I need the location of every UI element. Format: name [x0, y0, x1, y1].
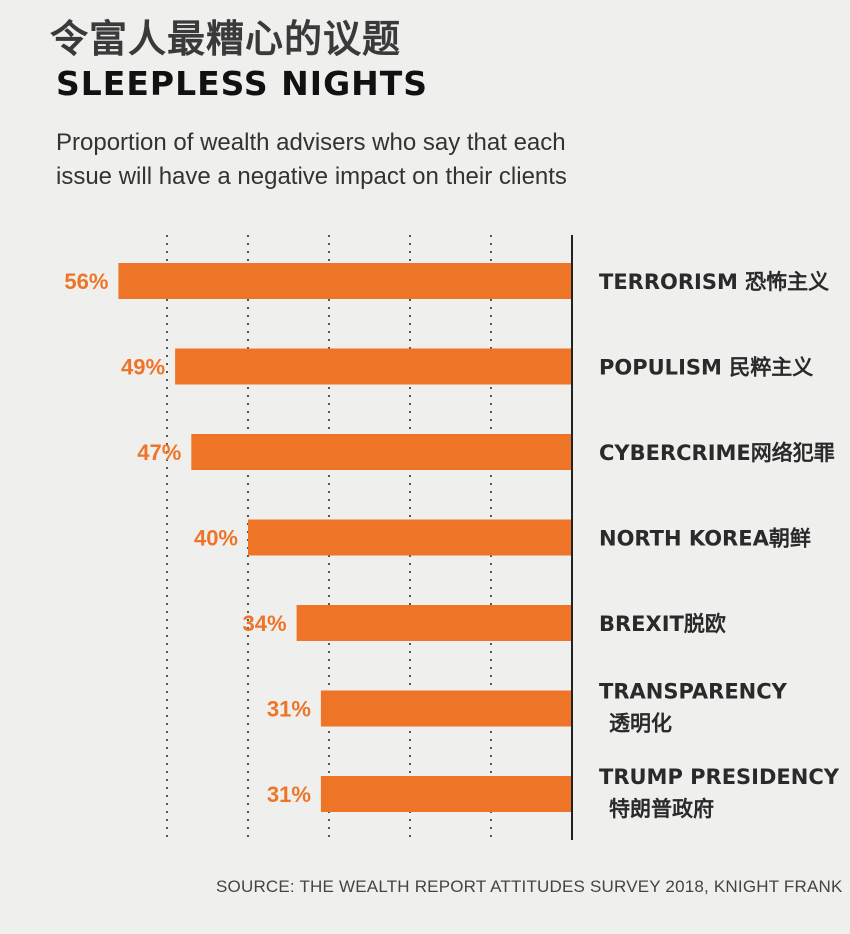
value-label-2: 47% [137, 440, 181, 465]
value-label-0: 56% [64, 269, 108, 294]
gridlines [166, 235, 492, 840]
bar-1 [175, 348, 572, 385]
bar-3 [248, 519, 572, 556]
category-label-5-line-0: TRANSPARENCY [599, 680, 788, 704]
value-label-3: 40% [194, 526, 238, 551]
bar-2 [191, 434, 573, 470]
chart-subtitle: Proportion of wealth advisers who say th… [56, 129, 567, 190]
category-label-6-line-1: 特朗普政府 [609, 797, 714, 821]
bar-0 [118, 263, 573, 299]
category-label-5-line-1: 透明化 [609, 712, 672, 736]
value-label-5: 31% [267, 697, 311, 722]
category-label-2: CYBERCRIME网络犯罪 [599, 441, 835, 465]
source-note: SOURCE: THE WEALTH REPORT ATTITUDES SURV… [216, 877, 843, 896]
category-label-1: POPULISM 民粹主义 [599, 356, 813, 380]
chart-title-chinese: 令富人最糟心的议题 [50, 17, 402, 61]
category-label-4: BREXIT脱欧 [599, 612, 726, 636]
bar-4 [296, 605, 572, 641]
category-label-6-line-0: TRUMP PRESIDENCY [599, 765, 840, 789]
bar-5 [320, 690, 572, 727]
bars [118, 263, 573, 812]
value-label-1: 49% [121, 355, 165, 380]
category-label-3: NORTH KOREA朝鲜 [599, 527, 811, 551]
category-label-0: TERRORISM 恐怖主义 [599, 270, 829, 294]
value-label-6: 31% [267, 782, 311, 807]
value-label-4: 34% [243, 611, 287, 636]
bar-chart: 56% TERRORISM 恐怖主义 49% POPULISM 民粹主义 47% CYBE… [64, 235, 840, 840]
chart-title: SLEEPLESS NIGHTS [56, 64, 429, 103]
bar-6 [320, 776, 572, 812]
labels: 56% TERRORISM 恐怖主义 49% POPULISM 民粹主义 47% CYBE… [64, 269, 839, 821]
